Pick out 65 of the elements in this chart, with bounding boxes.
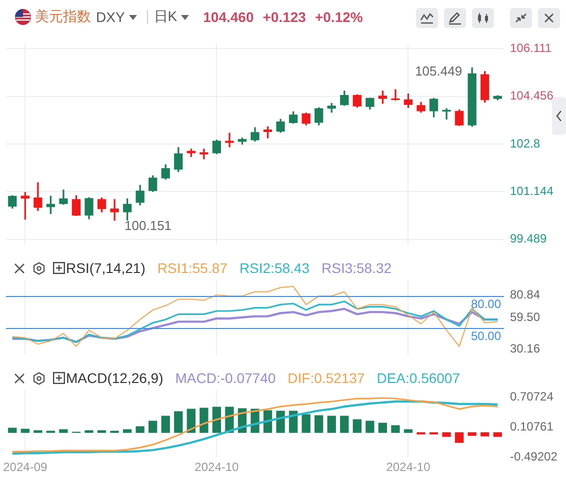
text: 日K: [154, 8, 178, 26]
bar: [302, 414, 310, 433]
series-label: DEA:0.56007: [376, 370, 460, 386]
y-tick-label: 106.111: [510, 40, 552, 55]
bar: [366, 420, 374, 433]
bar: [212, 406, 222, 433]
y-tick-label: 101.144: [510, 184, 554, 198]
candlestick: [442, 108, 451, 120]
text: +0.12%: [314, 9, 363, 25]
bar: [200, 408, 208, 433]
bar: [161, 416, 170, 433]
y-tick-label: 80.84: [510, 287, 540, 302]
chart-title: 美元指数: [35, 8, 91, 26]
x-tick-label: 2024-10: [386, 460, 431, 474]
series-label: DIF:0.52137: [288, 370, 365, 386]
bar: [391, 425, 400, 433]
candlestick: [110, 199, 119, 221]
bar: [493, 432, 502, 437]
candlestick: [391, 89, 400, 101]
bar: [352, 419, 362, 433]
chart-subtitle: DXY: [96, 9, 125, 25]
bar: [97, 430, 106, 433]
annotation: 105.449: [415, 63, 462, 78]
bar: [340, 416, 349, 433]
y-tick-label: 0.70724: [510, 389, 554, 404]
series-label: RSI1:55.87: [157, 260, 228, 276]
y-tick-label: -0.49202: [510, 450, 558, 464]
y-tick-label: 99.489: [510, 232, 548, 246]
text: RSI2:58.43: [239, 260, 310, 276]
y-tick-label: 30.16: [510, 342, 540, 356]
chart-title: RSI(7,14,21): [66, 260, 146, 276]
bar: [34, 430, 42, 433]
text: RSI3:58.32: [322, 260, 392, 276]
bar: [454, 432, 464, 443]
bar: [84, 430, 94, 433]
y-tick-label: 102.8: [510, 136, 540, 150]
y-tick-label: 59.50: [510, 310, 540, 324]
bar: [314, 415, 324, 433]
bar: [8, 428, 17, 433]
bar: [404, 429, 413, 433]
x-tick-label: 2024-10: [194, 460, 240, 474]
bar: [20, 428, 30, 433]
bar: [148, 420, 158, 433]
bar: [186, 408, 196, 433]
y-tick-label: 0.10761: [510, 419, 554, 434]
ref-line-label: 50.00: [470, 328, 502, 343]
bar: [136, 426, 144, 433]
ref-line-label: 80.00: [470, 296, 502, 311]
series-label: MACD:-0.07740: [175, 370, 276, 386]
text: 104.460: [203, 9, 254, 25]
candlestick: [225, 132, 234, 148]
bar: [59, 429, 68, 433]
chart-title: MACD(12,26,9): [66, 370, 164, 386]
bar: [122, 429, 132, 433]
bar: [442, 432, 451, 437]
bar: [174, 411, 183, 433]
text: +0.123: [262, 9, 306, 25]
annotation: 100.151: [124, 218, 172, 233]
bar: [480, 432, 490, 436]
candlestick: [200, 148, 208, 160]
bar: [327, 416, 336, 433]
bar: [468, 432, 476, 436]
y-tick-label: 104.456: [510, 88, 554, 103]
bar: [378, 422, 388, 433]
x-tick-label: 2024-09: [3, 460, 48, 474]
